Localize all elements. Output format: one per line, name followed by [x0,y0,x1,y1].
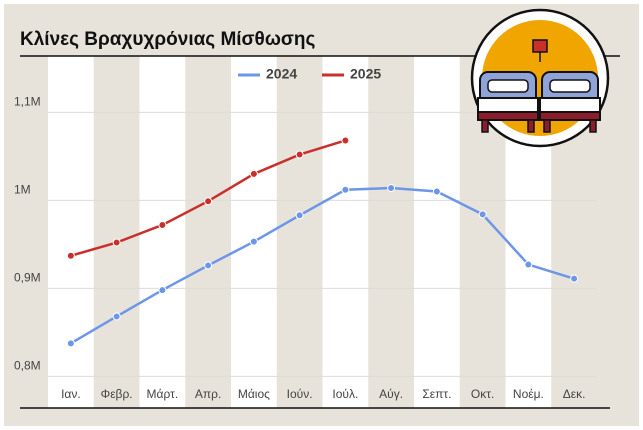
column-band [48,56,94,408]
x-tick-label: Σεπτ. [422,387,451,401]
data-point [204,197,213,206]
bed-frame [539,111,601,121]
legend-label: 2025 [350,66,381,82]
leg [527,119,535,133]
x-tick-label: Αύγ. [379,387,403,401]
series-line [70,186,575,345]
lamp [532,39,548,53]
data-point [478,210,487,219]
data-point [158,286,167,295]
mattress [539,97,601,113]
x-tick-label: Ιούλ. [332,387,358,401]
data-point [112,238,121,247]
leg [481,119,489,133]
mattress [477,97,539,113]
data-point [387,184,396,192]
column-band [414,56,460,408]
y-tick-label: 0,8M [14,358,41,372]
pillow [549,79,591,93]
data-point [524,260,533,269]
chart-title: Κλίνες Βραχυχρόνιας Μίσθωσης [20,29,315,50]
bed-icon [470,8,610,148]
leg [589,119,597,133]
x-tick-label: Δεκ. [563,387,586,401]
x-tick-label: Μάιος [238,387,270,401]
data-point [249,169,258,178]
y-tick-label: 1,1M [14,94,41,108]
x-tick-label: Ιούν. [287,387,313,401]
data-point [66,251,75,260]
data-point [295,211,304,220]
leg [543,119,551,133]
bed-frame [477,111,539,121]
y-tick-label: 1M [14,182,31,196]
data-point [158,220,167,229]
data-point [432,187,441,196]
pillow [487,79,529,93]
x-tick-label: Οκτ. [471,387,494,401]
data-point [341,136,350,145]
data-point [204,261,213,270]
data-point [249,237,258,246]
legend-label: 2024 [266,66,297,82]
data-point [570,274,579,283]
y-tick-label: 0,9M [14,270,41,284]
x-tick-label: Ιαν. [61,387,81,401]
data-point [295,150,304,159]
x-tick-label: Απρ. [195,387,221,401]
column-band [322,56,369,408]
data-point [112,312,121,321]
x-tick-label: Φεβρ. [101,387,133,401]
data-point [341,185,350,194]
data-point [66,339,75,348]
x-tick-label: Μάρτ. [147,387,179,401]
x-tick-label: Νοέμ. [513,387,544,401]
